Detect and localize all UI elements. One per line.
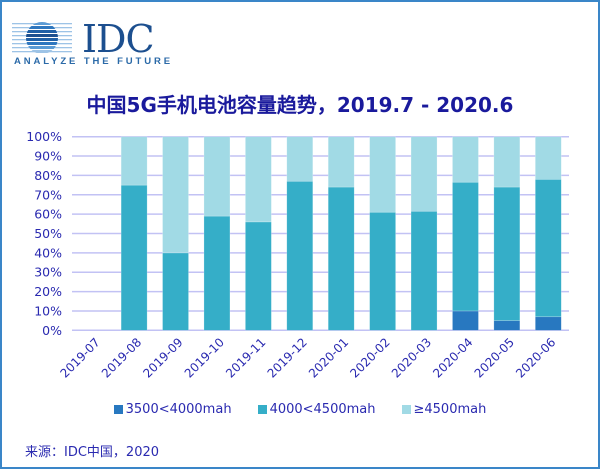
bar-segment-11-1 — [534, 178, 562, 318]
y-tick-label: 70% — [34, 187, 62, 202]
bar-segment-10-0 — [493, 320, 521, 331]
bar-segment-4-2 — [245, 136, 272, 223]
bar-segment-2-2 — [162, 136, 189, 254]
x-tick-label: 2019-11 — [223, 335, 268, 380]
bar-segment-8-1 — [410, 210, 438, 331]
legend-item: 3500<4000mah — [113, 402, 232, 417]
logo-tagline: ANALYZE THE FUTURE — [14, 56, 173, 67]
x-tick-label: 2020-06 — [513, 335, 558, 380]
idc-logo: IDC ANALYZE THE FUTURE — [12, 12, 170, 67]
source-note: 来源：IDC中国，2020 — [25, 445, 160, 460]
bar-segment-10-2 — [493, 136, 521, 188]
bar-segment-3-2 — [203, 136, 231, 217]
legend-label: ≥4500mah — [413, 402, 487, 417]
bar-segment-1-1 — [120, 184, 148, 331]
x-tick-label: 2019-09 — [140, 335, 185, 380]
y-tick-label: 0% — [42, 323, 62, 338]
globe-icon — [12, 22, 72, 53]
legend-swatch — [401, 405, 411, 414]
bar-segment-11-0 — [534, 316, 562, 331]
x-tick-label: 2019-12 — [265, 335, 310, 380]
y-tick-label: 50% — [34, 226, 62, 241]
bar-segment-10-1 — [493, 186, 521, 321]
y-tick-label: 60% — [34, 207, 62, 222]
chart-legend: 3500<4000mah 4000<4500mah ≥4500mah — [0, 402, 600, 417]
bar-segment-5-1 — [286, 180, 314, 331]
bar-segment-5-2 — [286, 136, 314, 182]
legend-item: ≥4500mah — [401, 402, 487, 417]
legend-item: 4000<4500mah — [257, 402, 376, 417]
legend-swatch — [113, 405, 123, 414]
bar-segment-3-1 — [203, 215, 231, 331]
x-tick-label: 2019-07 — [57, 335, 102, 380]
legend-label: 3500<4000mah — [125, 402, 232, 417]
legend-label: 4000<4500mah — [269, 402, 376, 417]
bar-segment-6-1 — [327, 186, 355, 331]
x-tick-label: 2020-04 — [430, 335, 475, 380]
y-tick-label: 40% — [34, 245, 62, 260]
y-tick-label: 10% — [34, 303, 62, 318]
y-tick-label: 20% — [34, 284, 62, 299]
bar-segment-7-1 — [369, 211, 396, 331]
y-tick-label: 30% — [34, 265, 62, 280]
bar-segment-9-1 — [452, 181, 479, 312]
x-tick-label: 2020-01 — [306, 335, 351, 380]
bar-segment-6-2 — [327, 136, 355, 188]
y-tick-label: 100% — [26, 129, 62, 144]
bar-segment-9-0 — [452, 310, 479, 331]
logo-wordmark: IDC — [82, 17, 155, 61]
bar-segment-4-1 — [245, 221, 272, 331]
y-tick-label: 90% — [34, 149, 62, 164]
y-tick-label: 80% — [34, 168, 62, 183]
x-tick-label: 2019-10 — [182, 335, 227, 380]
x-tick-label: 2020-05 — [472, 335, 517, 380]
chart-title: 中国5G手机电池容量趋势，2019.7 - 2020.6 — [86, 93, 514, 117]
x-tick-label: 2020-02 — [347, 335, 392, 380]
bar-segment-7-2 — [369, 136, 396, 213]
bar-segment-8-2 — [410, 136, 438, 212]
bar-segment-2-1 — [162, 252, 189, 331]
bar-segment-11-2 — [534, 136, 562, 180]
x-tick-label: 2019-08 — [99, 335, 144, 380]
bar-segment-9-2 — [452, 136, 479, 183]
x-tick-label: 2020-03 — [389, 335, 434, 380]
bar-segment-1-2 — [120, 136, 148, 186]
legend-swatch — [257, 405, 267, 414]
